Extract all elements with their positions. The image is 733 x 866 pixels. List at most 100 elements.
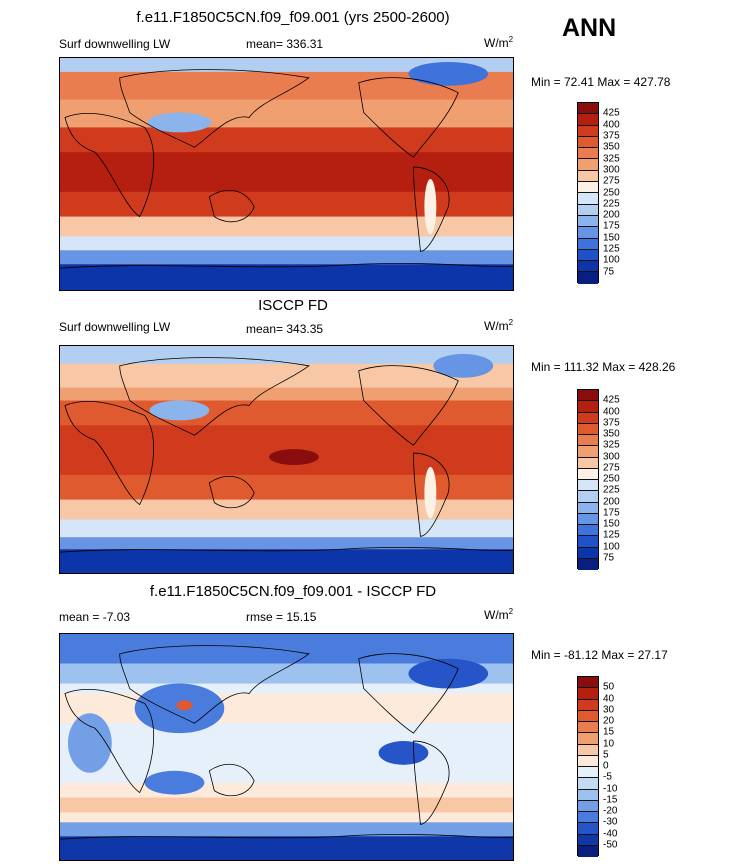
panel2-tick: 150 bbox=[603, 518, 620, 530]
panel1-deep-tropics bbox=[60, 152, 513, 192]
panel3-title: f.e11.F1850C5CN.f09_f09.001 - ISCCP FD bbox=[149, 583, 437, 600]
panel3-colorbar-seg bbox=[578, 755, 598, 767]
panel1-colorbar-seg bbox=[578, 238, 598, 250]
panel1-tick: 150 bbox=[603, 232, 620, 244]
panel3-tick: -15 bbox=[603, 794, 618, 806]
panel3-tick: 5 bbox=[603, 749, 609, 761]
panel3-tick: -20 bbox=[603, 805, 618, 817]
panel1-coast-eurasia bbox=[119, 69, 310, 148]
panel1-colorbar-seg bbox=[578, 272, 598, 284]
panel3-epacific-bias bbox=[378, 741, 429, 765]
panel1-colorbar bbox=[577, 102, 599, 284]
panel2-tick: 425 bbox=[603, 394, 620, 406]
panel1-coast-samerica bbox=[413, 166, 450, 252]
panel1-tick: 125 bbox=[603, 243, 620, 255]
panel2-tick: 75 bbox=[603, 552, 615, 564]
panel2-map bbox=[59, 345, 514, 574]
panel1-antarctic-edge bbox=[60, 250, 513, 265]
panel3-tick: -40 bbox=[603, 828, 618, 839]
panel3-tick: 30 bbox=[603, 704, 615, 716]
panel3-colorbar-seg bbox=[578, 845, 598, 857]
panel2-colorbar-seg bbox=[578, 480, 598, 492]
panel2-title: ISCCP FD bbox=[258, 297, 328, 314]
panel3-minmax: Min = -81.12 Max = 27.17 bbox=[531, 648, 668, 662]
panel3-tick: -30 bbox=[603, 816, 618, 828]
panel2-tick: 350 bbox=[603, 428, 620, 440]
panel3-colorbar-seg bbox=[578, 778, 598, 790]
panel2-coast-australia bbox=[208, 475, 255, 509]
panel3-warm-band-1 bbox=[60, 693, 513, 724]
panel3-colorbar-seg bbox=[578, 744, 598, 756]
panel3-tick: 40 bbox=[603, 693, 615, 704]
panel1-units: W/m2 bbox=[484, 35, 514, 50]
panel1-colorbar-seg bbox=[578, 193, 598, 205]
panel3-tick: 0 bbox=[603, 760, 609, 772]
panel3-colorbar-seg bbox=[578, 789, 598, 801]
panel1-coast-australia bbox=[208, 189, 255, 223]
panel3-antarctica bbox=[60, 836, 513, 860]
panel1-colorbar-seg bbox=[578, 114, 598, 126]
panel3-colorbar bbox=[577, 676, 599, 857]
panel2-colorbar-seg bbox=[578, 446, 598, 458]
panel2-arctic-band bbox=[60, 346, 513, 368]
panel2-variable-label: Surf downwelling LW bbox=[59, 320, 171, 334]
panel3-coast-africa bbox=[64, 688, 155, 794]
panel2-greenland bbox=[433, 353, 494, 378]
panel1-colorbar-seg bbox=[578, 261, 598, 273]
panel2-tick: 100 bbox=[603, 541, 620, 552]
panel2-colorbar-seg bbox=[578, 513, 598, 525]
panel2-tick: 400 bbox=[603, 406, 620, 417]
panel2-tick: 275 bbox=[603, 462, 620, 474]
panel3-tick: 50 bbox=[603, 681, 615, 693]
panel2-mean-label: mean= 343.35 bbox=[246, 322, 324, 336]
panel1-tick: 425 bbox=[603, 107, 620, 119]
panel2-andes bbox=[424, 466, 437, 519]
panel2-tick: 125 bbox=[603, 529, 620, 541]
panel2-coast-namerica bbox=[358, 365, 459, 446]
panel3-warm-band-3 bbox=[60, 797, 513, 813]
panel1-tibet bbox=[147, 112, 212, 133]
panel2-coast-samerica bbox=[413, 452, 450, 537]
panel1-tick: 175 bbox=[603, 220, 620, 232]
panel1-greenland bbox=[408, 61, 489, 86]
panel2-colorbar-seg bbox=[578, 558, 598, 570]
panel2-colorbar-seg bbox=[578, 457, 598, 469]
panel1-colorbar-seg bbox=[578, 170, 598, 183]
panel3-units: W/m2 bbox=[484, 607, 514, 622]
panel3-mean-label: mean = -7.03 bbox=[59, 610, 131, 624]
panel2-southern-ocean bbox=[60, 519, 513, 538]
panel3-map bbox=[59, 633, 514, 861]
panel2-coast-africa bbox=[64, 400, 155, 506]
panel3-colorbar-seg bbox=[578, 722, 598, 734]
panel2-colorbar-seg bbox=[578, 423, 598, 435]
panel3-colorbar-seg bbox=[578, 733, 598, 745]
panel1-tick: 225 bbox=[603, 198, 620, 210]
panel1-colorbar-seg bbox=[578, 204, 598, 216]
panel1-tick: 400 bbox=[603, 119, 620, 131]
panel2-tick: 325 bbox=[603, 439, 620, 451]
panel2-map-svg bbox=[60, 346, 513, 573]
panel1-tick: 250 bbox=[603, 187, 620, 198]
panel3-colorbar-seg bbox=[578, 688, 598, 700]
panel1-coast-namerica bbox=[358, 77, 459, 158]
panel1-colorbar-seg bbox=[578, 159, 598, 171]
panel2-warm-pool bbox=[269, 449, 319, 465]
panel2-colorbar-seg bbox=[578, 536, 598, 548]
panel2-colorbar-seg bbox=[578, 525, 598, 537]
panel2-tick: 300 bbox=[603, 451, 620, 462]
panel1-tick: 325 bbox=[603, 153, 620, 165]
panel1-colorbar-seg bbox=[578, 103, 598, 115]
panel1-map-svg bbox=[60, 58, 513, 290]
panel1-colorbar-seg bbox=[578, 249, 598, 262]
panel3-colorbar-seg bbox=[578, 699, 598, 711]
panel3-southern-ocean bbox=[60, 822, 513, 837]
panel3-tick: -10 bbox=[603, 783, 618, 794]
panel3-north-band bbox=[60, 663, 513, 684]
panel3-tick: -5 bbox=[603, 771, 612, 783]
panel2-tibet bbox=[149, 400, 210, 421]
panel1-tick: 300 bbox=[603, 164, 620, 176]
panel1-title: f.e11.F1850C5CN.f09_f09.001 (yrs 2500-26… bbox=[136, 9, 450, 26]
panel2-colorbar-seg bbox=[578, 390, 598, 402]
panel3-tick: -50 bbox=[603, 839, 618, 851]
panel1-tick: 200 bbox=[603, 209, 620, 221]
